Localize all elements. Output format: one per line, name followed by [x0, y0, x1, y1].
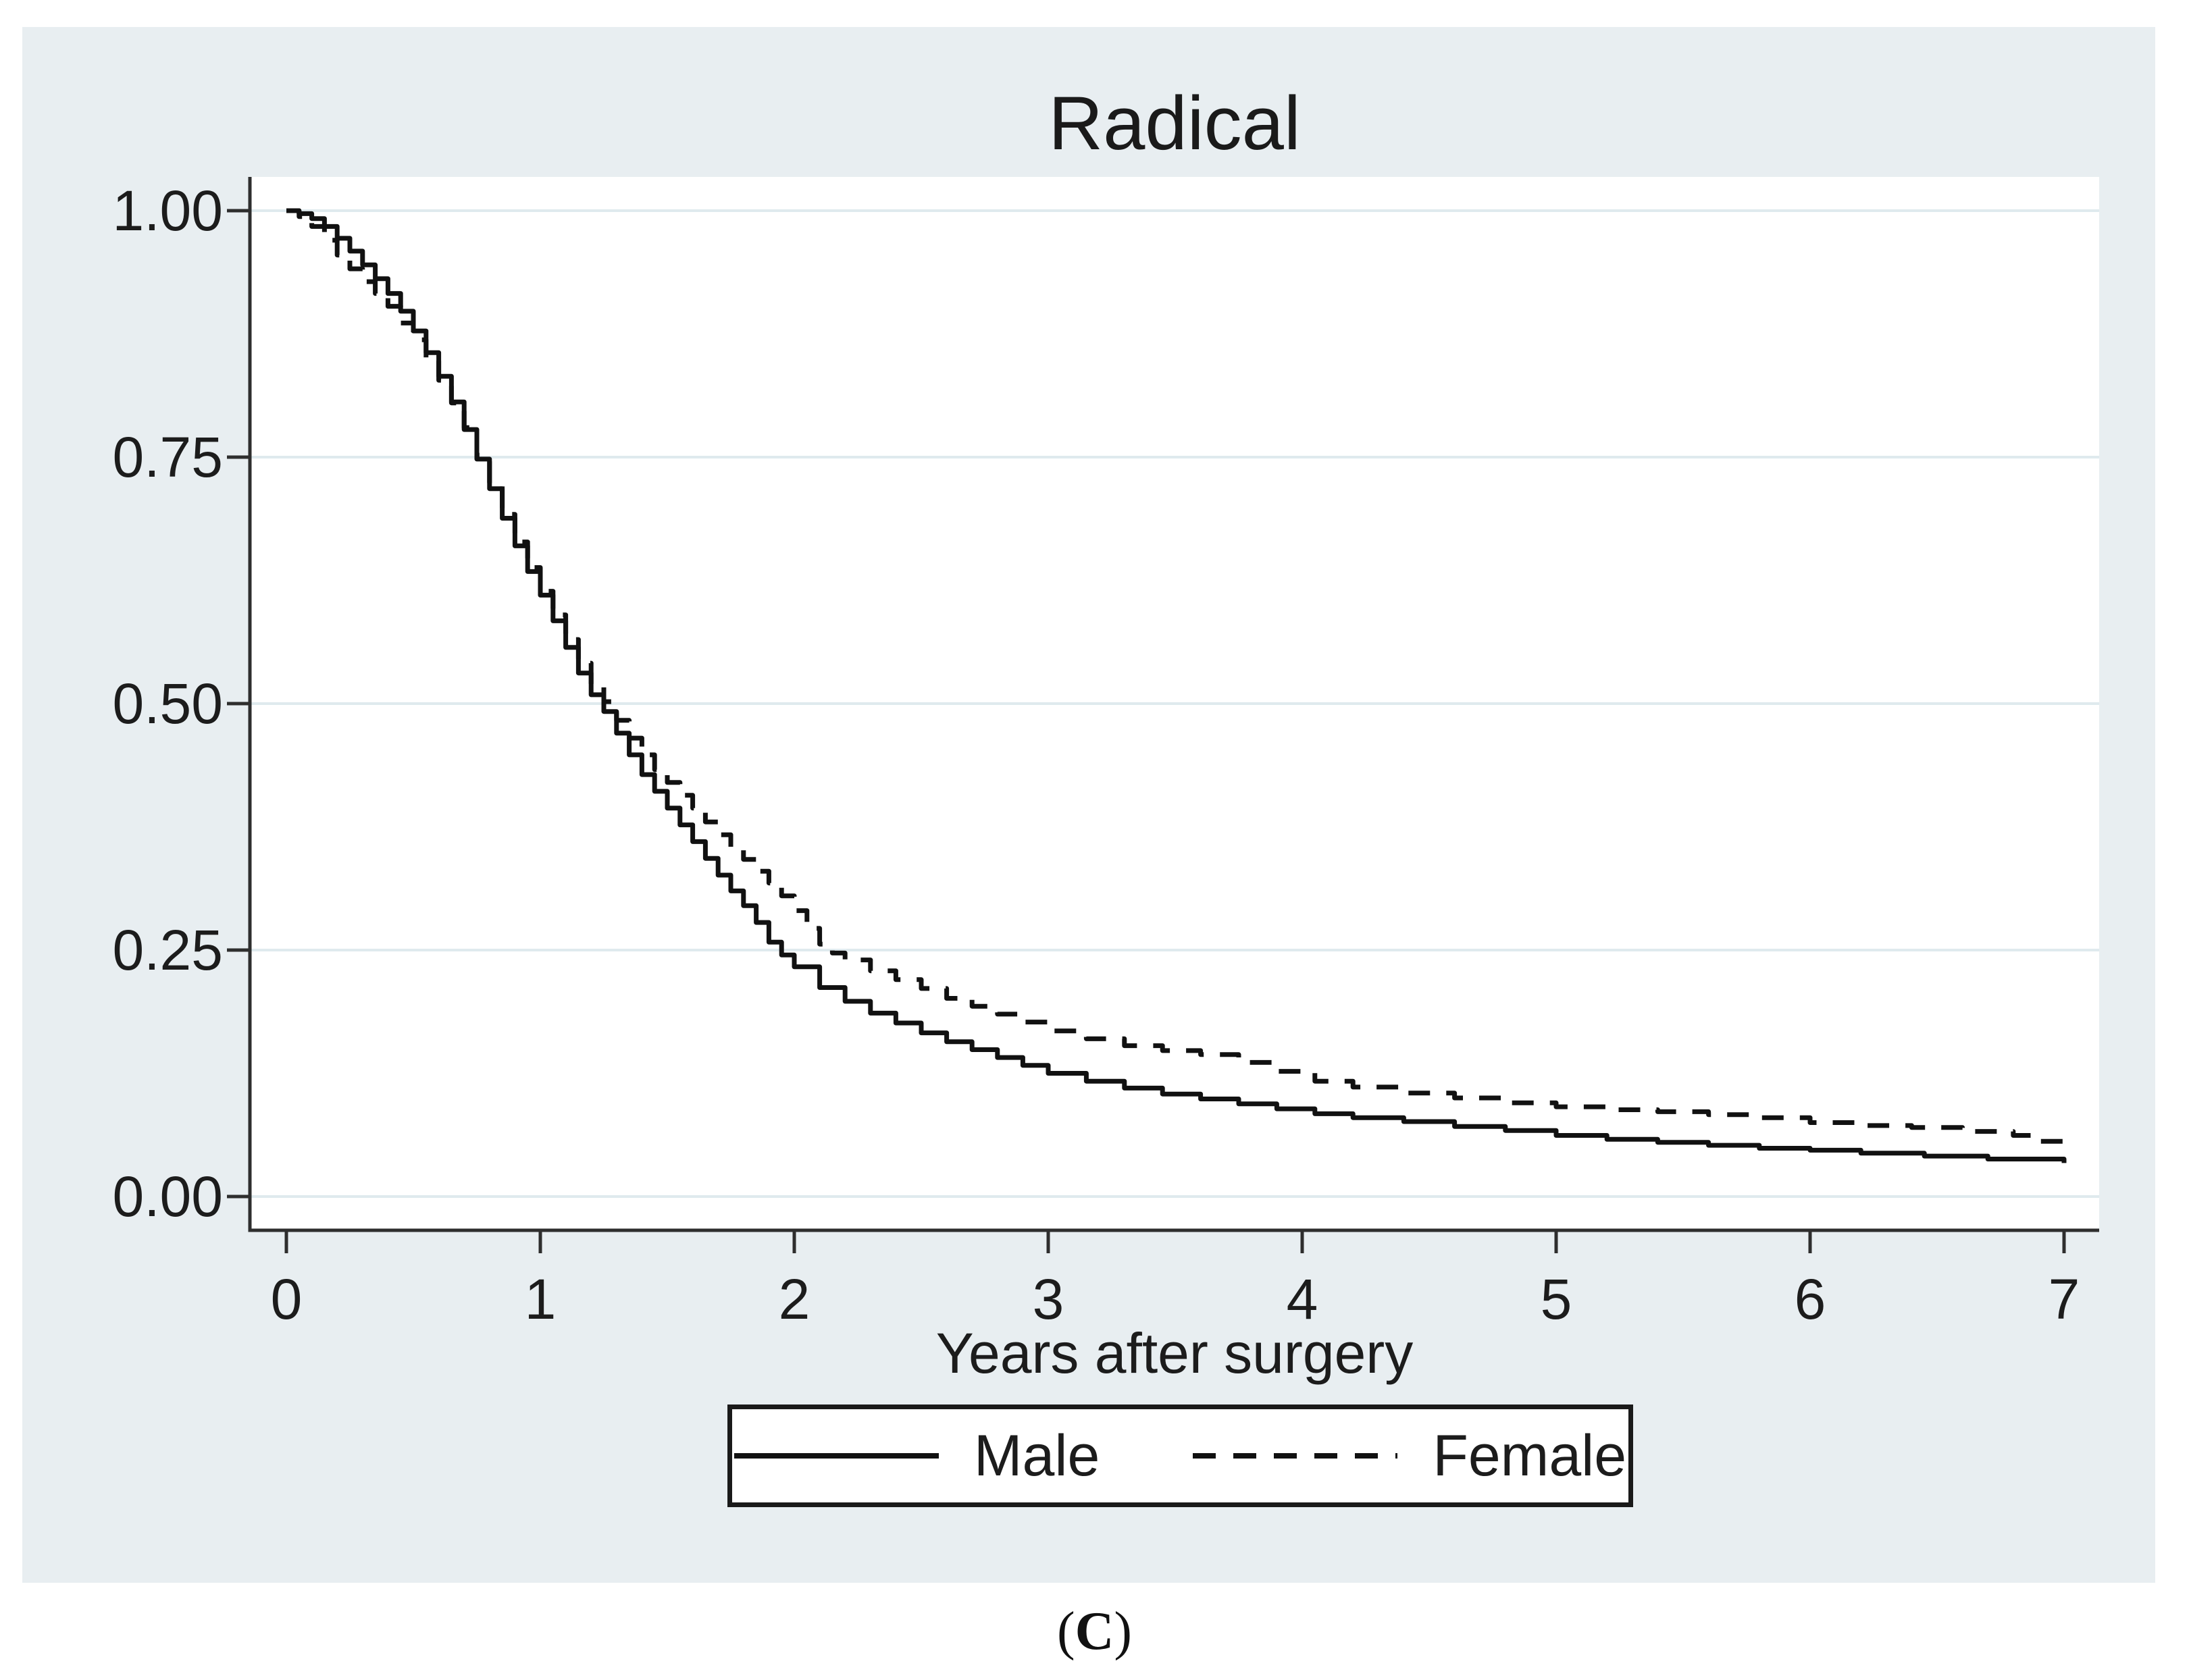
legend-male-line-sample	[733, 1453, 939, 1459]
caption-letter: C	[1075, 1602, 1114, 1661]
legend-female-line-sample	[1193, 1453, 1398, 1459]
axis-lines	[248, 177, 2099, 1232]
caption-open-paren: (	[1056, 1602, 1075, 1661]
legend-female-label: Female	[1433, 1423, 1627, 1488]
x-axis-title: Years after surgery	[935, 1321, 1414, 1385]
caption-close-paren: )	[1114, 1602, 1133, 1661]
legend-box: Male Female	[727, 1405, 1633, 1507]
curve-female	[286, 208, 2067, 1146]
figure-caption: (C)	[0, 1600, 2189, 1662]
legend-male-label: Male	[973, 1423, 1100, 1488]
chart-title: Radical	[1048, 81, 1301, 165]
